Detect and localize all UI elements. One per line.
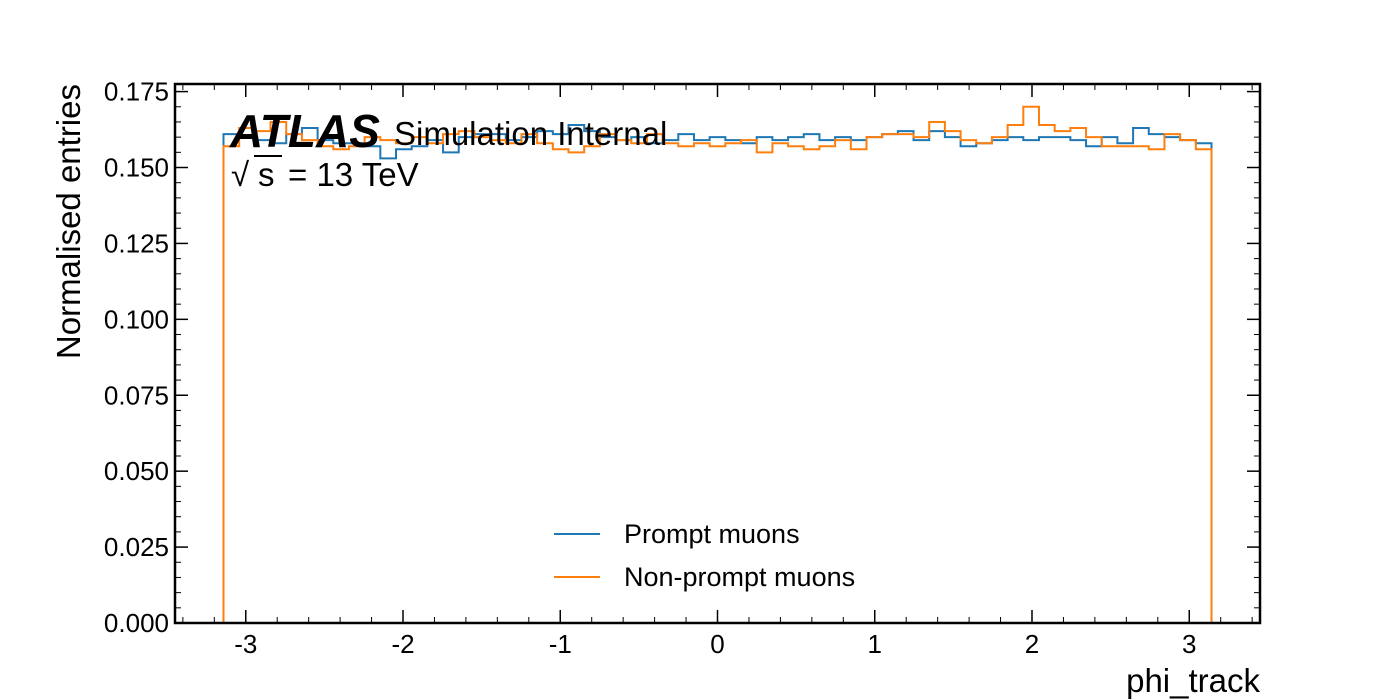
y-tick-label: 0.150: [104, 153, 169, 183]
x-tick-labels: -3 -2 -1 0 1 2 3: [234, 629, 1196, 659]
x-axis-title: phi_track: [1126, 662, 1260, 699]
series-layer: [222, 105, 1213, 623]
legend: Prompt muons Non-prompt muons: [554, 519, 855, 592]
x-tick-label: 1: [868, 629, 882, 659]
energy-value-label: = 13 TeV: [288, 156, 419, 193]
y-tick-label: 0.125: [104, 228, 169, 258]
series-step-line: [222, 105, 1213, 623]
major-ticks: [175, 84, 1260, 624]
legend-label: Non-prompt muons: [624, 562, 855, 592]
y-tick-label: 0.050: [104, 456, 169, 486]
series-step-line: [222, 123, 1213, 623]
x-tick-label: -2: [391, 629, 414, 659]
y-tick-label: 0.025: [104, 532, 169, 562]
y-tick-label: 0.175: [104, 77, 169, 107]
x-tick-label: -1: [549, 629, 572, 659]
atlas-status-label: Simulation Internal: [394, 115, 667, 152]
x-tick-label: 3: [1182, 629, 1196, 659]
sqrt-symbol: √: [231, 156, 250, 193]
y-axis-title: Normalised entries: [50, 84, 87, 359]
plot-frame: [173, 82, 1262, 625]
energy-s-label: s: [258, 156, 275, 193]
y-tick-label: 0.075: [104, 380, 169, 410]
x-tick-label: 0: [710, 629, 724, 659]
y-tick-label: 0.000: [104, 608, 169, 638]
atlas-experiment-label: ATLAS: [229, 105, 380, 157]
y-tick-label: 0.100: [104, 304, 169, 334]
legend-label: Prompt muons: [624, 519, 800, 549]
x-tick-label: -3: [234, 629, 257, 659]
atlas-label: ATLAS Simulation Internal √ s = 13 TeV: [229, 105, 667, 193]
y-tick-labels: 0.000 0.025 0.050 0.075 0.100 0.125 0.150 0.175: [104, 77, 169, 638]
x-tick-label: 2: [1025, 629, 1039, 659]
